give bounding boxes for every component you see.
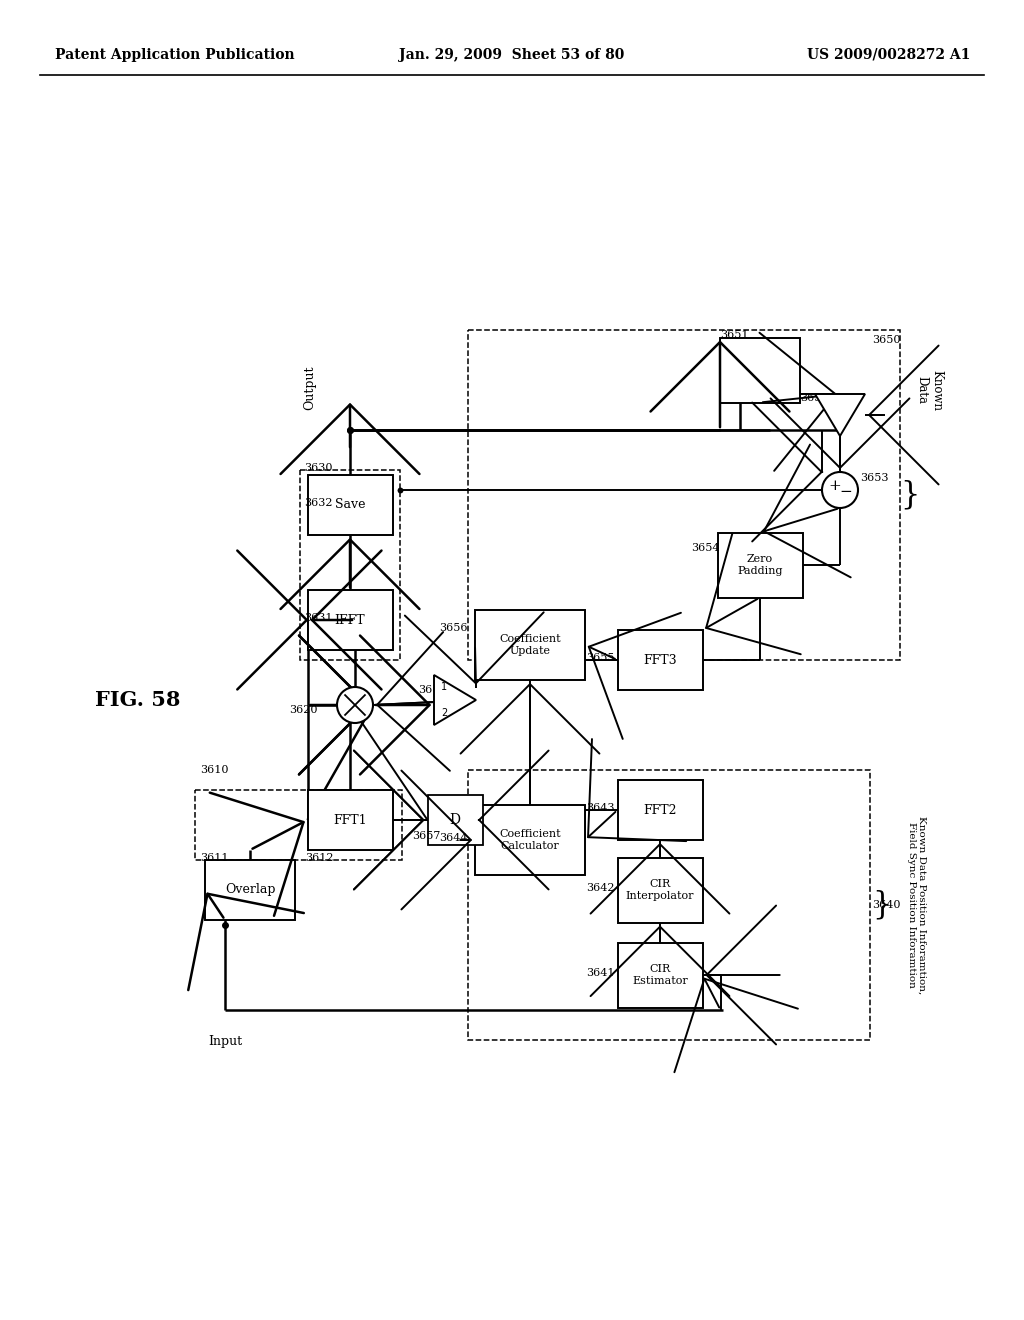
- Text: FFT3: FFT3: [643, 653, 677, 667]
- Text: Zero
Padding: Zero Padding: [737, 554, 782, 576]
- FancyBboxPatch shape: [475, 610, 585, 680]
- Text: 3650: 3650: [872, 335, 900, 345]
- Text: 3654: 3654: [691, 543, 720, 553]
- Text: 3611: 3611: [200, 853, 228, 863]
- Text: Overlap: Overlap: [224, 883, 275, 896]
- Text: 3644: 3644: [439, 833, 468, 843]
- Text: Save: Save: [335, 499, 366, 511]
- Text: Patent Application Publication: Patent Application Publication: [55, 48, 295, 62]
- Text: 3632: 3632: [304, 498, 333, 508]
- Text: 3642: 3642: [587, 883, 615, 894]
- Text: 3612: 3612: [305, 853, 334, 863]
- Text: CIR
Interpolator: CIR Interpolator: [626, 879, 694, 900]
- Text: 3641: 3641: [587, 968, 615, 978]
- FancyBboxPatch shape: [617, 942, 702, 1007]
- FancyBboxPatch shape: [307, 475, 392, 535]
- Text: }: }: [872, 890, 891, 920]
- Text: D: D: [450, 813, 461, 828]
- Bar: [468, 770, 870, 1040]
- Circle shape: [337, 686, 373, 723]
- Text: Known Data Position Inforamtion,
Field Sync Position Inforamtion: Known Data Position Inforamtion, Field S…: [907, 816, 927, 994]
- Text: FFT1: FFT1: [333, 813, 367, 826]
- Text: Output: Output: [303, 366, 316, 411]
- FancyBboxPatch shape: [720, 338, 800, 403]
- Bar: [300, 470, 400, 660]
- Text: FIG. 58: FIG. 58: [95, 690, 180, 710]
- Text: 3640: 3640: [872, 900, 900, 909]
- Polygon shape: [434, 675, 476, 725]
- Text: FFT2: FFT2: [643, 804, 677, 817]
- FancyBboxPatch shape: [427, 795, 482, 845]
- Text: CIR
Estimator: CIR Estimator: [632, 964, 688, 986]
- FancyBboxPatch shape: [307, 789, 392, 850]
- FancyBboxPatch shape: [718, 532, 803, 598]
- Text: 3610: 3610: [200, 766, 228, 775]
- FancyBboxPatch shape: [617, 780, 702, 840]
- Text: 1: 1: [441, 682, 447, 693]
- Polygon shape: [815, 393, 865, 436]
- Circle shape: [822, 473, 858, 508]
- FancyBboxPatch shape: [205, 861, 295, 920]
- Text: 3620: 3620: [290, 705, 318, 715]
- Text: Known
Data: Known Data: [915, 370, 943, 411]
- Text: 3660: 3660: [418, 685, 446, 696]
- Text: 2: 2: [441, 708, 447, 718]
- Text: Coefficient
Update: Coefficient Update: [499, 634, 561, 656]
- FancyBboxPatch shape: [307, 590, 392, 649]
- Text: 3643: 3643: [587, 803, 615, 813]
- FancyBboxPatch shape: [617, 858, 702, 923]
- Text: 3631: 3631: [304, 612, 333, 623]
- Text: Coefficient
Calculator: Coefficient Calculator: [499, 829, 561, 851]
- Text: 3653: 3653: [860, 473, 889, 483]
- FancyBboxPatch shape: [617, 630, 702, 690]
- Text: 3655: 3655: [587, 653, 615, 663]
- Text: IFFT: IFFT: [335, 614, 366, 627]
- Text: 3630: 3630: [304, 463, 333, 473]
- Text: Jan. 29, 2009  Sheet 53 of 80: Jan. 29, 2009 Sheet 53 of 80: [399, 48, 625, 62]
- Bar: [195, 789, 402, 861]
- Text: +: +: [828, 479, 841, 494]
- Text: US 2009/0028272 A1: US 2009/0028272 A1: [807, 48, 970, 62]
- Text: 3651: 3651: [720, 330, 749, 341]
- Text: 3657: 3657: [412, 832, 440, 841]
- Text: Input: Input: [208, 1035, 242, 1048]
- Text: 3652: 3652: [800, 393, 828, 403]
- Text: }: }: [900, 479, 920, 511]
- FancyBboxPatch shape: [475, 805, 585, 875]
- Text: −: −: [839, 484, 852, 499]
- Text: 3656: 3656: [439, 623, 468, 634]
- Bar: [468, 330, 900, 660]
